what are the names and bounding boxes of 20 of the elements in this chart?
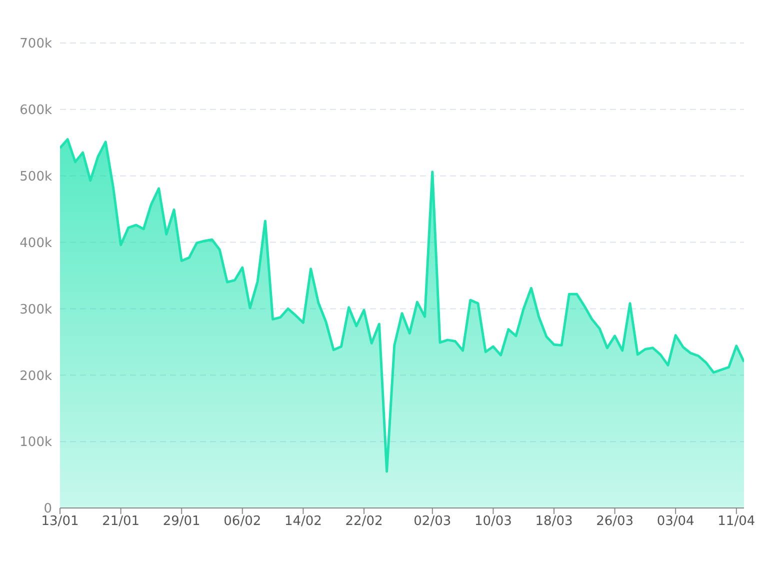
y-tick-label: 700k: [20, 36, 52, 52]
y-tick-label: 0: [44, 502, 52, 517]
y-tick-label: 400k: [20, 236, 52, 251]
y-tick-label: 500k: [20, 169, 52, 184]
x-tick-label: 10/03: [474, 514, 512, 530]
x-tick-label: 02/03: [414, 514, 452, 530]
y-tick-label: 300k: [20, 302, 52, 318]
x-tick-label: 26/03: [596, 514, 634, 530]
x-tick-label: 29/01: [162, 514, 200, 530]
y-tick-label: 100k: [20, 435, 52, 450]
x-tick-label: 21/01: [102, 514, 140, 530]
x-tick-label: 03/04: [656, 514, 694, 530]
x-tick-label: 22/02: [345, 514, 383, 530]
y-tick-label: 600k: [20, 103, 52, 118]
x-tick-label: 11/04: [718, 514, 756, 530]
y-tick-label: 200k: [20, 368, 52, 384]
x-tick-label: 14/02: [284, 514, 322, 530]
x-tick-label: 18/03: [535, 514, 573, 530]
x-tick-label: 06/02: [224, 514, 262, 530]
x-tick-label: 13/01: [41, 514, 79, 530]
